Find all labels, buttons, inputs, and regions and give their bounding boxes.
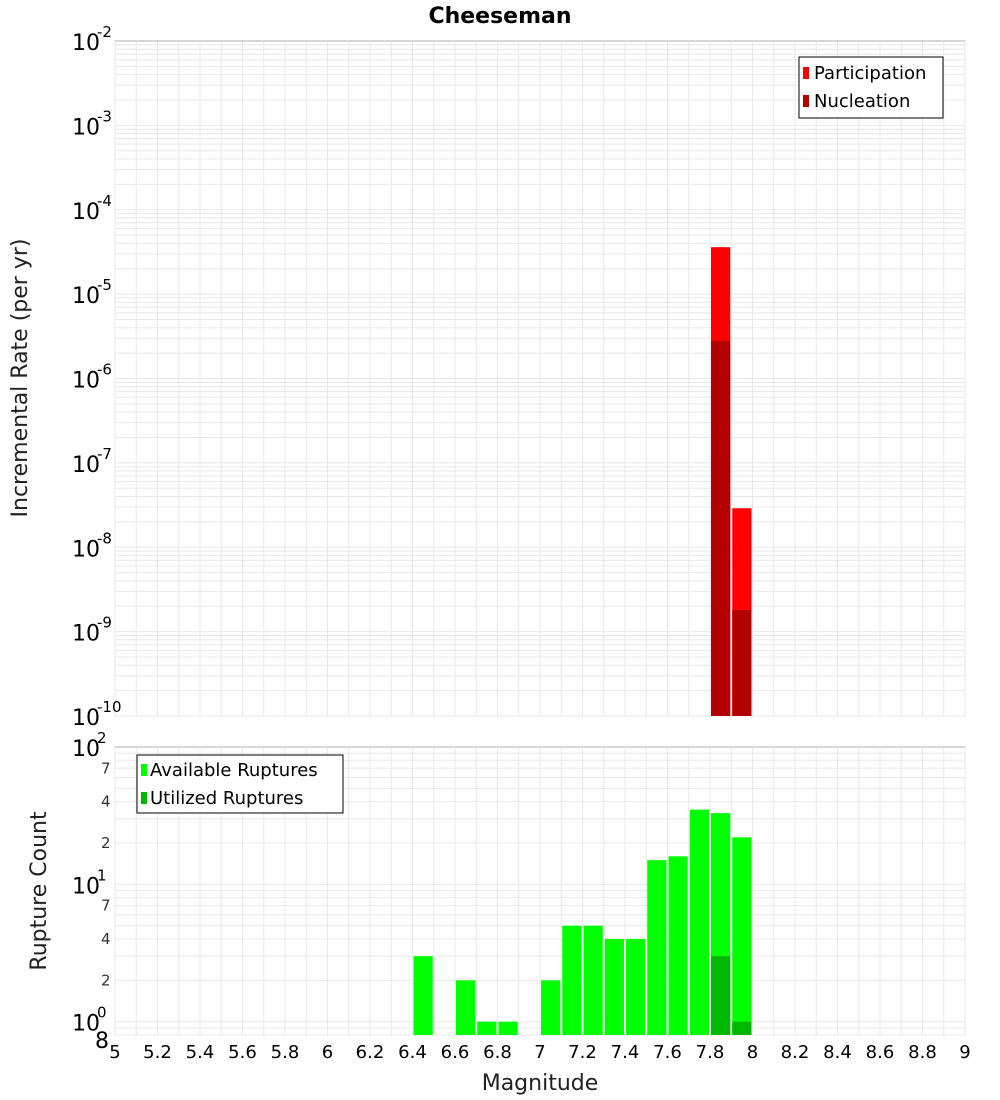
rate-y-tick-exponent: -9 <box>97 614 112 632</box>
rate-y-tick-exponent: -10 <box>97 698 122 716</box>
rate-y-tick-base: 10 <box>72 537 100 562</box>
count-y-axis-label: Rupture Count <box>27 811 52 971</box>
x-tick-label: 7.6 <box>653 1042 682 1063</box>
count-bar-utilized-ruptures <box>732 1021 752 1035</box>
x-axis-label: Magnitude <box>482 1071 599 1096</box>
count-y-tick-base: 10 <box>72 737 100 762</box>
count-bars <box>413 809 752 1035</box>
rate-grid <box>114 41 966 717</box>
count-bar-available-ruptures <box>413 956 433 1035</box>
count-bar-available-ruptures <box>562 925 582 1035</box>
count-y-tick-exponent: 0 <box>97 1004 107 1022</box>
rate-y-tick-base: 10 <box>72 31 100 56</box>
count-y-minor-tick-label: 4 <box>101 930 111 948</box>
x-tick-label: 6.2 <box>356 1042 385 1063</box>
count-y-minor-tick-label: 8 <box>95 1029 109 1054</box>
rate-y-tick-exponent: -7 <box>97 445 112 463</box>
count-bar-available-ruptures <box>689 809 709 1035</box>
x-tick-label: 6.4 <box>398 1042 427 1063</box>
x-tick-label: 5.8 <box>271 1042 300 1063</box>
nucleation-legend-label: Nucleation <box>814 91 910 112</box>
rate-legend-box <box>798 56 944 119</box>
rate-y-tick-exponent: -2 <box>97 23 112 41</box>
count-y-tick-exponent: 1 <box>97 866 107 884</box>
utilized-legend-label: Utilized Ruptures <box>150 788 303 809</box>
x-tick-label: 8.4 <box>823 1042 852 1063</box>
x-tick-label: 7.8 <box>696 1042 725 1063</box>
x-tick-label: 8.6 <box>866 1042 895 1063</box>
utilized-legend-swatch <box>141 792 147 804</box>
count-bar-available-ruptures <box>668 856 688 1035</box>
x-tick-label: 9 <box>959 1042 970 1063</box>
x-tick-label: 6.8 <box>483 1042 512 1063</box>
chart-title: Cheeseman <box>428 4 571 29</box>
count-bar-available-ruptures <box>541 980 561 1035</box>
count-bar-utilized-ruptures <box>711 956 731 1035</box>
count-bar-available-ruptures <box>583 925 603 1035</box>
available-legend-label: Available Ruptures <box>150 760 318 781</box>
count-bar-available-ruptures <box>626 939 646 1035</box>
count-bar-available-ruptures <box>498 1021 518 1035</box>
rate-y-tick-base: 10 <box>72 622 100 647</box>
rate-y-tick-exponent: -4 <box>97 192 112 210</box>
count-bar-available-ruptures <box>477 1021 497 1035</box>
x-tick-label: 6.6 <box>441 1042 470 1063</box>
rate-y-axis-label: Incremental Rate (per yr) <box>8 239 33 518</box>
available-legend-swatch <box>141 764 147 776</box>
rate-y-tick-base: 10 <box>72 200 100 225</box>
x-tick-label: 8 <box>747 1042 758 1063</box>
rate-y-tick-base: 10 <box>72 369 100 394</box>
rate-y-tick-base: 10 <box>72 453 100 478</box>
count-y-minor-tick-label: 7 <box>101 897 111 915</box>
x-tick-label: 5.2 <box>143 1042 172 1063</box>
count-y-minor-tick-label: 4 <box>101 793 111 811</box>
count-legend: Available Ruptures Utilized Ruptures <box>136 754 344 814</box>
count-y-minor-tick-label: 7 <box>101 759 111 777</box>
rate-y-tick-exponent: -3 <box>97 107 112 125</box>
x-tick-label: 7.2 <box>568 1042 597 1063</box>
rate-y-tick-exponent: -5 <box>97 276 112 294</box>
x-tick-label: 7.4 <box>611 1042 640 1063</box>
rate-y-tick-exponent: -6 <box>97 361 112 379</box>
participation-legend-swatch <box>803 67 809 79</box>
rate-y-tick-exponent: -8 <box>97 529 112 547</box>
count-bar-available-ruptures <box>647 860 667 1035</box>
x-tick-label: 5.4 <box>186 1042 215 1063</box>
x-tick-label: 7 <box>534 1042 545 1063</box>
count-bar-available-ruptures <box>732 837 752 1035</box>
count-y-tick-base: 10 <box>72 874 100 899</box>
count-y-minor-tick-label: 2 <box>101 834 111 852</box>
count-y-minor-tick-label: 2 <box>101 971 111 989</box>
rate-bar-nucleation <box>711 340 731 716</box>
count-y-tick-exponent: 2 <box>97 729 107 747</box>
x-tick-label: 6 <box>322 1042 333 1063</box>
rate-y-tick-base: 10 <box>72 706 100 731</box>
count-legend-box <box>136 754 344 814</box>
count-bar-available-ruptures <box>456 980 476 1035</box>
count-bar-available-ruptures <box>604 939 624 1035</box>
x-tick-label: 5.6 <box>228 1042 257 1063</box>
count-y-tick-base: 10 <box>72 1012 100 1037</box>
rate-bar-nucleation <box>732 610 752 716</box>
rate-legend: Participation Nucleation <box>798 56 944 119</box>
x-tick-label: 5 <box>109 1042 120 1063</box>
rate-y-tick-base: 10 <box>72 284 100 309</box>
x-tick-label: 8.2 <box>781 1042 810 1063</box>
nucleation-legend-swatch <box>803 95 809 107</box>
x-tick-label: 8.8 <box>908 1042 937 1063</box>
rate-y-tick-base: 10 <box>72 115 100 140</box>
rate-bars <box>711 247 752 716</box>
participation-legend-label: Participation <box>814 63 926 84</box>
x-tick-labels: 5 5.2 5.4 5.6 5.8 6 6.2 6.4 6.6 6.8 7 7.2 7.4 7.6 7.8 8… <box>109 1042 970 1063</box>
